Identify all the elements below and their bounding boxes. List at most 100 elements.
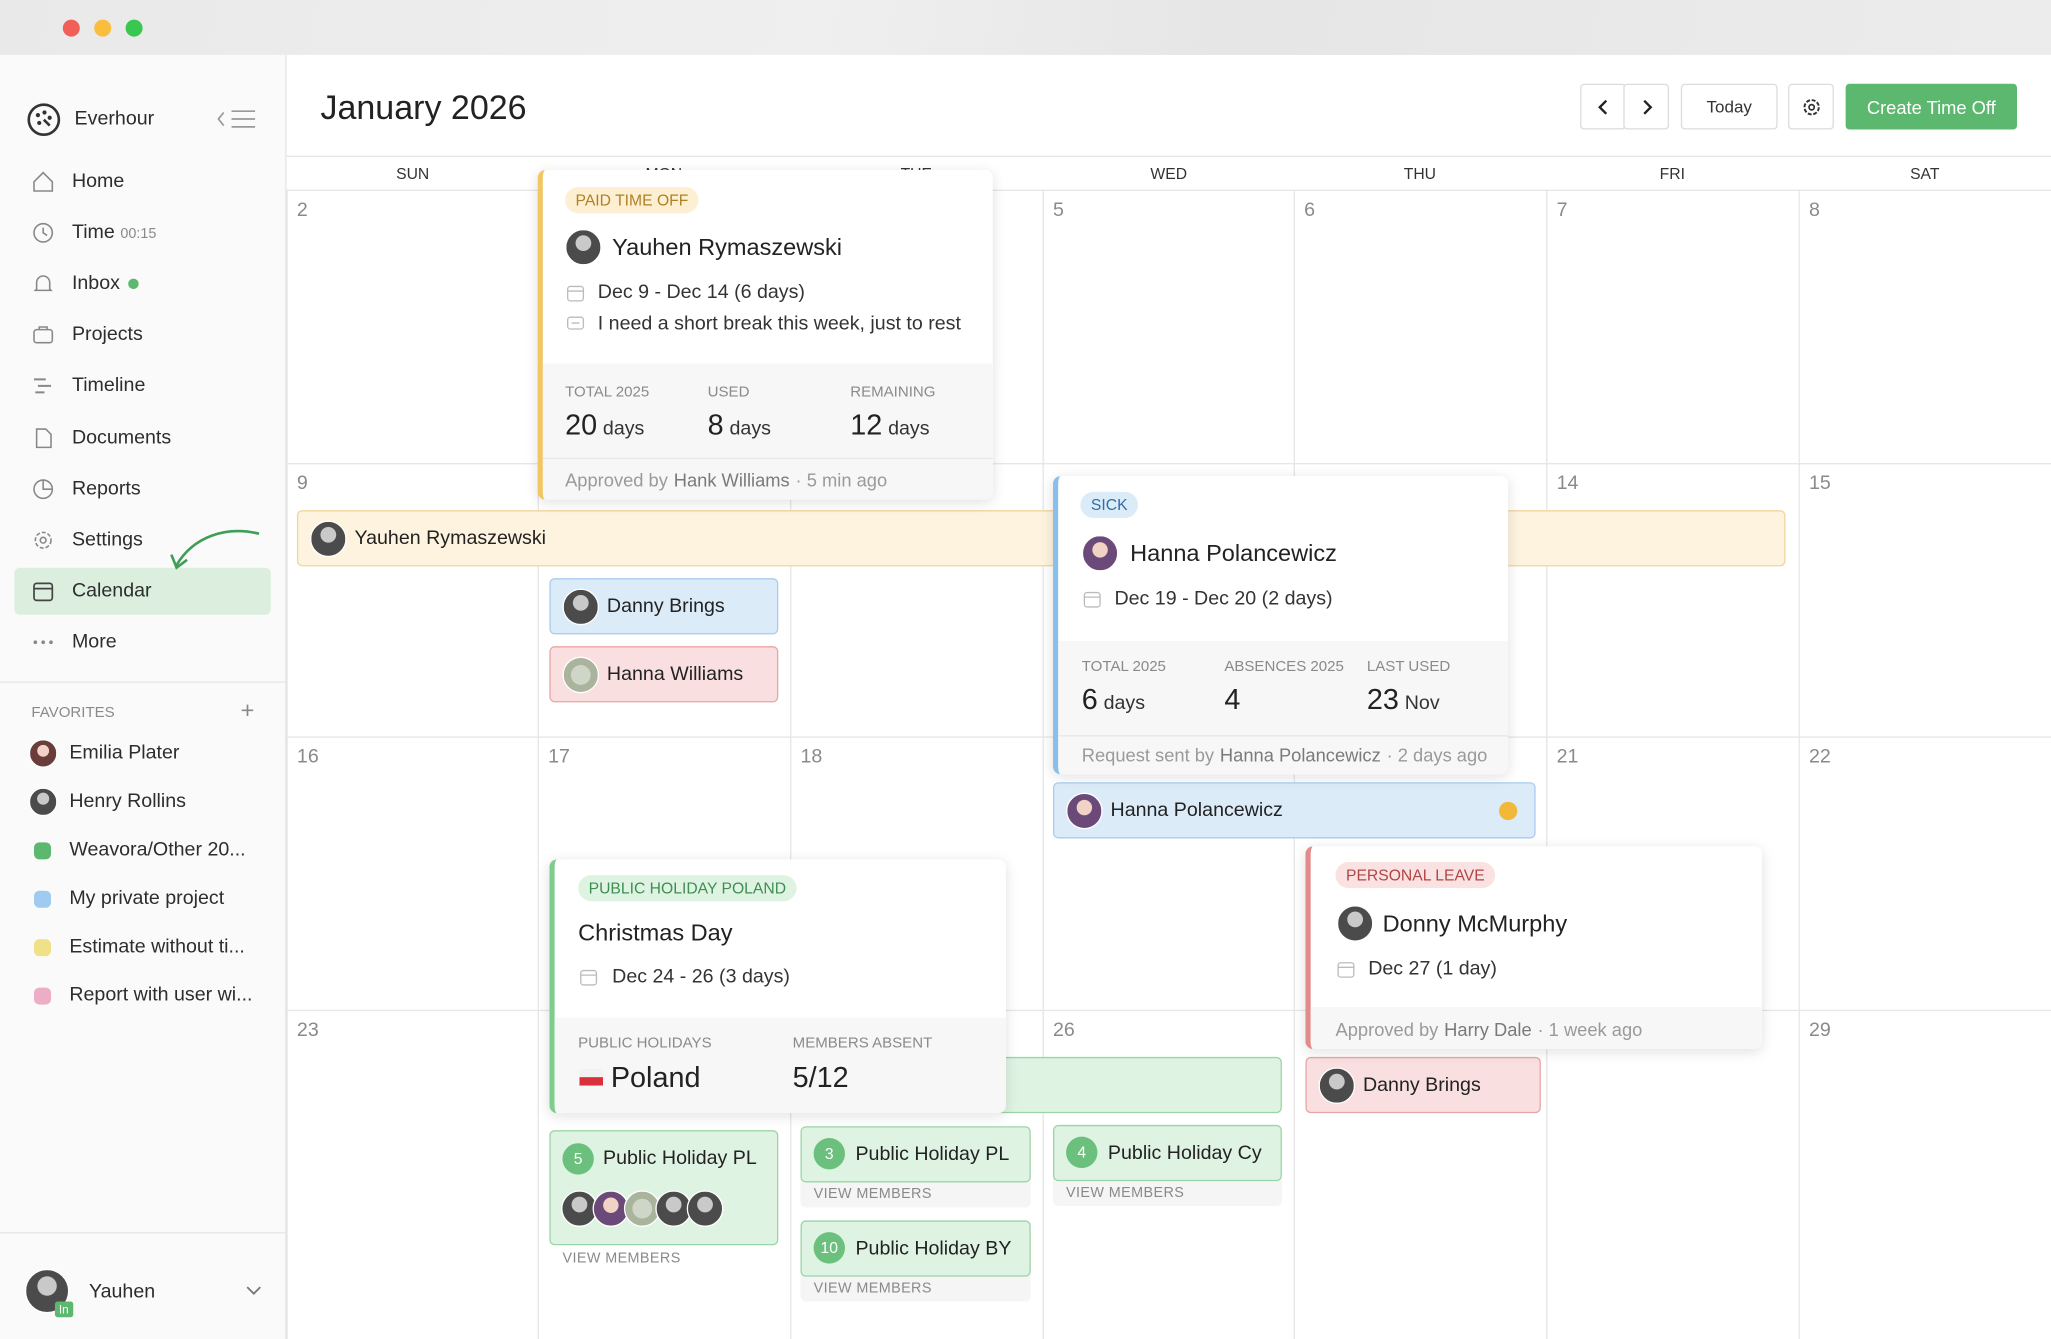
avatar [565,228,602,266]
stat-unit: days [729,417,771,440]
avatar [310,520,347,558]
footer-time: · 2 days ago [1386,744,1488,766]
nav-item[interactable]: Timeline [71,374,146,397]
pending-icon [1499,801,1518,821]
stat-value: 6 [1081,682,1098,716]
holiday-name: Christmas Day [578,919,733,946]
view-members-link[interactable]: VIEW MEMBERS [562,1250,681,1267]
type-tag: PERSONAL LEAVE [1335,861,1496,889]
holiday-bar[interactable]: 4 Public Holiday Cy [1052,1124,1282,1182]
footer-prefix: Request sent by [1081,744,1215,766]
favorite-item[interactable]: Emilia Plater [69,741,180,764]
favorite-item[interactable]: Henry Rollins [69,790,187,813]
day-number: 6 [1304,198,1316,222]
avatar [686,1190,724,1227]
card-footer [1058,640,1509,775]
stat: 20 days [565,408,644,442]
prev-button[interactable] [1580,83,1626,130]
grid-line [286,1009,2051,1012]
sidebar [0,54,287,1339]
footer-prefix: Approved by [565,469,668,491]
avatar [28,787,58,817]
nav-item[interactable]: Home [71,170,125,193]
time-off-card: PERSONAL LEAVE Donny McMurphy Dec 27 (1 … [1305,846,1762,1050]
time-off-bar[interactable]: Yauhen Rymaszewski [296,510,1786,567]
holiday-bar[interactable] [994,1056,1282,1114]
nav-item[interactable]: More [71,630,117,653]
nav-icon [33,479,54,500]
person-name: Hanna Polancewicz [1130,540,1337,567]
grid-line [790,189,792,1339]
zoom-button[interactable] [125,19,143,37]
grid-line [286,189,2051,191]
favorite-item[interactable]: My private project [69,886,225,910]
calendar-icon [1083,591,1101,608]
time-off-bar[interactable]: Hanna Williams [549,646,779,703]
view-members-link[interactable]: VIEW MEMBERS [1066,1185,1185,1201]
member-count: 10 [813,1232,845,1264]
nav-item[interactable]: Inbox [71,272,120,295]
stat: 6 days [1082,683,1145,717]
next-button[interactable] [1623,83,1670,130]
date-range: Dec 9 - Dec 14 (6 days) [597,281,805,304]
stat-value: Poland [610,1060,701,1094]
footer-time: · 5 min ago [795,469,888,491]
grid-line [286,155,2051,157]
day-number: 5 [1052,198,1064,222]
nav-item[interactable]: Settings [71,528,143,551]
today-button[interactable]: Today [1680,83,1778,130]
grid-line [286,463,2051,465]
nav-item[interactable]: Projects [71,323,143,346]
weekday-label: THU [1403,164,1437,184]
comment-icon [567,316,585,330]
brand-logo [27,103,61,137]
close-button[interactable] [62,19,80,37]
stat-value: 5/12 [792,1060,849,1094]
collapse-sidebar[interactable] [215,107,257,131]
weekday-label: WED [1150,164,1188,184]
view-members-link[interactable]: VIEW MEMBERS [813,1186,932,1203]
date-range: Dec 24 - 26 (3 days) [612,965,790,988]
footer-text: Approved by Hank Williams · 5 min ago [565,467,887,494]
grid-line [1546,189,1548,1339]
stat: 4 [1224,683,1240,717]
avatar [1318,1067,1356,1104]
nav-item[interactable]: Documents [71,426,172,449]
add-favorite[interactable]: + [240,697,255,724]
month-title: January 2026 [320,87,527,127]
view-members-link[interactable]: VIEW MEMBERS [813,1280,932,1297]
footer-time: · 1 week ago [1537,1018,1643,1040]
avatar [1081,534,1119,572]
nav-item[interactable]: Reports [71,477,141,500]
time-off-bar[interactable]: Danny Brings [1305,1056,1541,1114]
user-name: Yauhen [88,1280,156,1303]
holiday-bar[interactable]: 3 Public Holiday PL [800,1126,1031,1183]
holiday-bar[interactable]: 10 Public Holiday BY [800,1220,1031,1277]
footer-text: Approved by Harry Dale · 1 week ago [1336,1016,1643,1043]
day-number: 17 [548,745,570,768]
stat-label: MEMBERS ABSENT [792,1035,933,1052]
day-number: 14 [1556,472,1579,495]
user-status: In [54,1301,73,1318]
holiday-bar[interactable]: 5 Public Holiday PL [549,1130,779,1246]
time-off-bar[interactable]: Hanna Polancewicz [1052,782,1536,839]
avatar [592,1190,630,1227]
avatar [562,656,600,694]
time-off-bar[interactable]: Danny Brings [549,578,779,635]
favorite-item[interactable]: Estimate without ti... [69,935,245,958]
nav-item[interactable]: Time [71,221,115,244]
event-label: Public Holiday BY [855,1237,1012,1260]
nav-item[interactable]: Calendar [71,579,152,602]
type-tag: PUBLIC HOLIDAY POLAND [578,875,797,902]
favorite-item[interactable]: Weavora/Other 20... [69,838,246,861]
favorite-item[interactable]: Report with user wi... [69,983,253,1006]
user-menu-chevron[interactable] [245,1284,263,1297]
stat-label: USED [707,384,750,401]
minimize-button[interactable] [94,19,112,37]
footer-person: Harry Dale [1444,1018,1532,1040]
stat-value: 8 [707,408,724,441]
create-time-off-button[interactable]: Create Time Off [1845,83,2017,130]
settings-button[interactable] [1788,83,1834,130]
person-name: Donny McMurphy [1382,910,1568,937]
